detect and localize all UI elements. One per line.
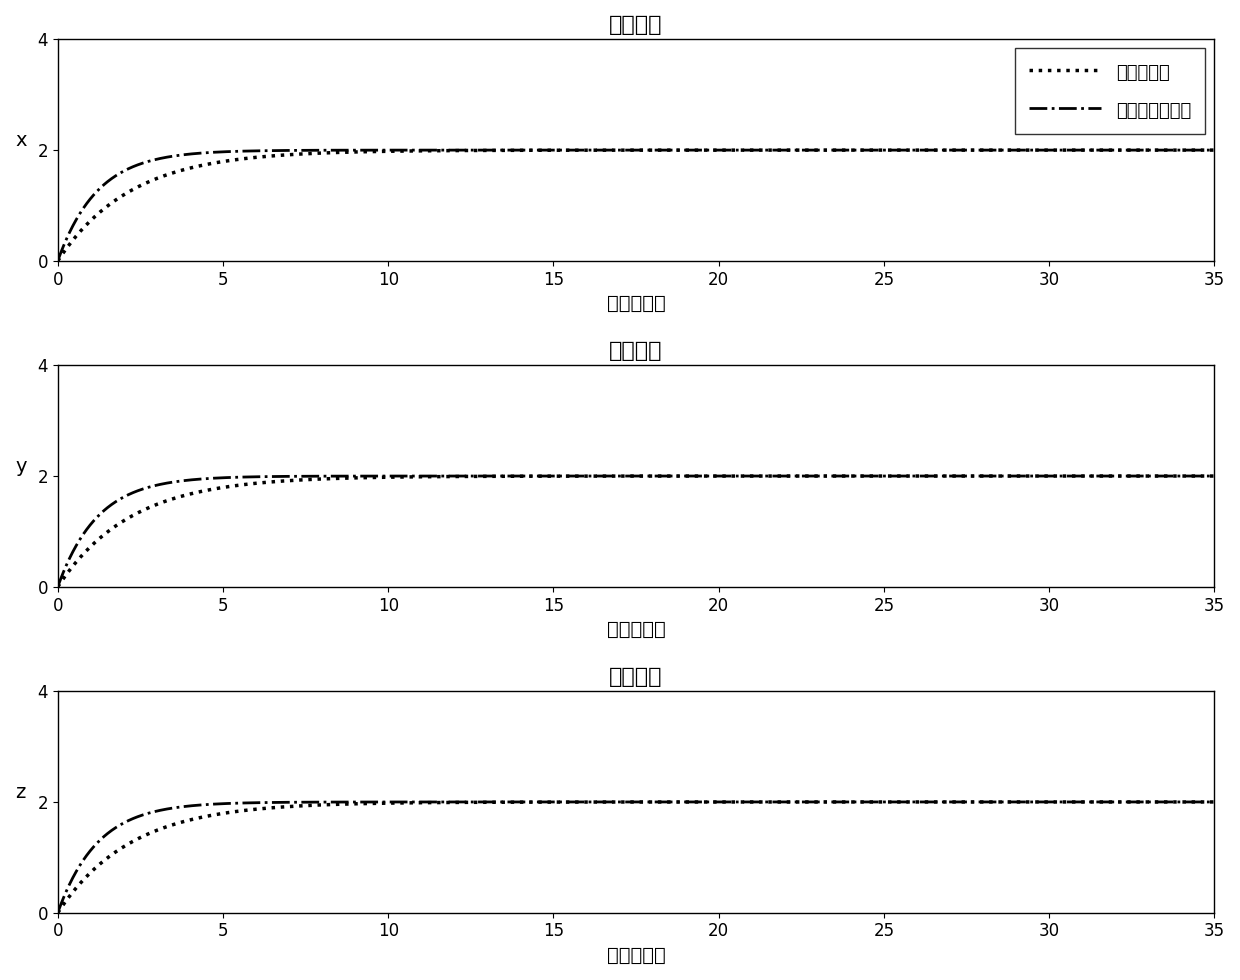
快速终端滑模面 bbox=[1207, 470, 1221, 482]
快速终端滑模面 bbox=[1173, 470, 1188, 482]
线性滑模面 bbox=[1173, 470, 1188, 482]
快速终端滑模面 bbox=[582, 144, 596, 156]
Y-axis label: z: z bbox=[16, 783, 26, 802]
线性滑模面 bbox=[1173, 144, 1188, 156]
快速终端滑模面 bbox=[961, 144, 976, 156]
Line: 快速终端滑模面: 快速终端滑模面 bbox=[58, 476, 1214, 587]
快速终端滑模面 bbox=[1173, 796, 1188, 808]
Title: 位置跟踪: 位置跟踪 bbox=[609, 666, 663, 687]
快速终端滑模面 bbox=[613, 796, 627, 808]
快速终端滑模面 bbox=[109, 170, 124, 181]
Line: 快速终端滑模面: 快速终端滑模面 bbox=[58, 150, 1214, 261]
Line: 线性滑模面: 线性滑模面 bbox=[58, 476, 1214, 587]
线性滑模面 bbox=[582, 796, 596, 808]
快速终端滑模面 bbox=[582, 796, 596, 808]
线性滑模面 bbox=[582, 470, 596, 482]
快速终端滑模面 bbox=[1173, 144, 1188, 156]
快速终端滑模面 bbox=[51, 581, 66, 593]
线性滑模面 bbox=[1207, 144, 1221, 156]
线性滑模面 bbox=[1173, 470, 1188, 482]
线性滑模面 bbox=[1173, 796, 1188, 808]
Y-axis label: x: x bbox=[15, 131, 26, 150]
线性滑模面 bbox=[1173, 796, 1188, 808]
快速终端滑模面 bbox=[961, 470, 976, 482]
Title: 位置跟踪: 位置跟踪 bbox=[609, 341, 663, 361]
快速终端滑模面 bbox=[613, 470, 627, 482]
线性滑模面 bbox=[613, 144, 627, 156]
线性滑模面 bbox=[51, 581, 66, 593]
Y-axis label: y: y bbox=[15, 457, 26, 476]
快速终端滑模面 bbox=[1207, 144, 1221, 156]
线性滑模面 bbox=[109, 519, 124, 531]
快速终端滑模面 bbox=[1173, 796, 1188, 808]
Line: 线性滑模面: 线性滑模面 bbox=[58, 802, 1214, 912]
快速终端滑模面 bbox=[613, 144, 627, 156]
线性滑模面 bbox=[51, 255, 66, 267]
X-axis label: 时间（秒）: 时间（秒） bbox=[606, 620, 666, 639]
线性滑模面 bbox=[1173, 144, 1188, 156]
线性滑模面 bbox=[51, 906, 66, 918]
快速终端滑模面 bbox=[582, 470, 596, 482]
线性滑模面 bbox=[109, 193, 124, 205]
Legend: 线性滑模面, 快速终端滑模面: 线性滑模面, 快速终端滑模面 bbox=[1014, 48, 1205, 134]
快速终端滑模面 bbox=[109, 495, 124, 507]
线性滑模面 bbox=[961, 144, 976, 156]
线性滑模面 bbox=[1207, 796, 1221, 808]
X-axis label: 时间（秒）: 时间（秒） bbox=[606, 294, 666, 314]
快速终端滑模面 bbox=[109, 821, 124, 833]
线性滑模面 bbox=[109, 846, 124, 858]
线性滑模面 bbox=[613, 796, 627, 808]
线性滑模面 bbox=[1207, 470, 1221, 482]
快速终端滑模面 bbox=[51, 906, 66, 918]
快速终端滑模面 bbox=[51, 255, 66, 267]
快速终端滑模面 bbox=[1173, 144, 1188, 156]
Line: 快速终端滑模面: 快速终端滑模面 bbox=[58, 802, 1214, 912]
线性滑模面 bbox=[961, 470, 976, 482]
线性滑模面 bbox=[613, 470, 627, 482]
Line: 线性滑模面: 线性滑模面 bbox=[58, 150, 1214, 261]
快速终端滑模面 bbox=[961, 796, 976, 808]
X-axis label: 时间（秒）: 时间（秒） bbox=[606, 946, 666, 965]
快速终端滑模面 bbox=[1173, 470, 1188, 482]
线性滑模面 bbox=[961, 796, 976, 808]
快速终端滑模面 bbox=[1207, 796, 1221, 808]
线性滑模面 bbox=[582, 144, 596, 156]
Title: 位置跟踪: 位置跟踪 bbox=[609, 15, 663, 35]
